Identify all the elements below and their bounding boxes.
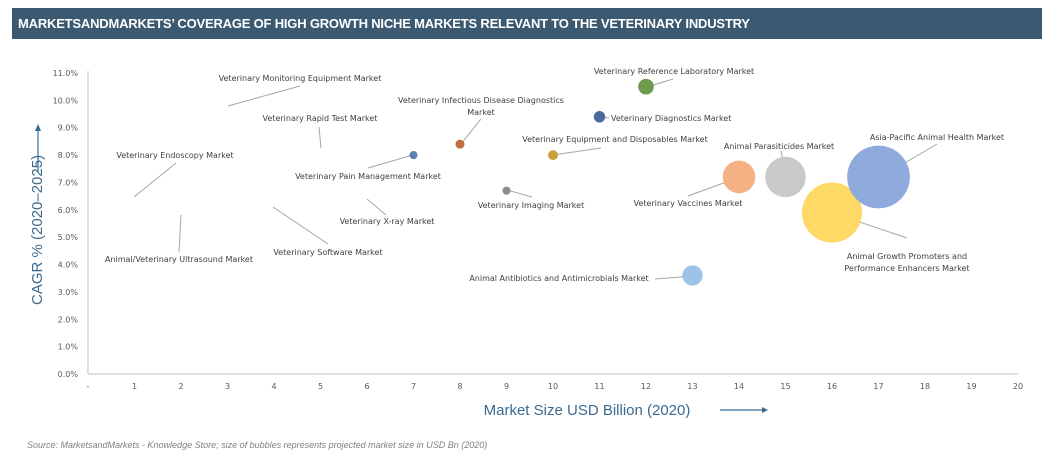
y-tick-label: 3.0% (58, 288, 79, 297)
y-tick-label: 8.0% (58, 151, 79, 160)
x-tick-label: 8 (457, 382, 462, 391)
bubble (638, 78, 654, 95)
x-tick-label: 1 (132, 382, 137, 391)
leader-line (506, 189, 533, 198)
point-label: Veterinary Equipment and Disposables Mar… (522, 135, 707, 144)
x-tick-label: 10 (548, 382, 558, 391)
point-label-line2: Market (467, 108, 495, 117)
y-tick-label: 10.0% (53, 96, 79, 105)
point-label-line2: Performance Enhancers Market (844, 264, 969, 273)
y-axis-arrowhead-icon (35, 124, 41, 131)
y-tick-label: 4.0% (58, 261, 79, 270)
x-tick-label: 15 (780, 382, 790, 391)
bubble (801, 182, 863, 243)
y-tick-label: 9.0% (58, 124, 79, 133)
bubble (593, 111, 606, 123)
leader-line (133, 162, 177, 198)
leader-line (318, 126, 322, 149)
chart-title-bar: MARKETSANDMARKETS’ COVERAGE OF HIGH GROW… (12, 8, 1042, 39)
x-axis-arrowhead-icon (762, 407, 768, 413)
point-label: Veterinary Imaging Market (478, 201, 584, 210)
x-tick-label: 13 (687, 382, 697, 391)
x-tick-label: 2 (178, 382, 183, 391)
leader-line (366, 198, 387, 216)
bubble (765, 156, 806, 198)
x-tick-label: 9 (504, 382, 509, 391)
bubble (502, 186, 511, 195)
x-tick-label: 17 (873, 382, 883, 391)
axes: 0.0% 1.0% 2.0% 3.0% 4.0% 5.0% 6.0% 7.0% 8.0% 9.0%… (53, 69, 1024, 391)
bubble (455, 139, 465, 149)
point-label: Veterinary Reference Laboratory Market (594, 67, 754, 76)
leader-line (178, 214, 182, 253)
y-tick-label: 5.0% (58, 233, 79, 242)
x-tick-label: 5 (318, 382, 323, 391)
point-label: Animal/Veterinary Ultrasound Market (105, 255, 253, 264)
y-tick-label: 7.0% (58, 178, 79, 187)
x-tick-label: 3 (225, 382, 230, 391)
point-label: Veterinary Software Market (273, 248, 382, 257)
x-tick-label: 6 (364, 382, 369, 391)
y-tick-label: 6.0% (58, 206, 79, 215)
bubble (682, 265, 703, 286)
point-label: Veterinary Endoscopy Market (116, 151, 233, 160)
x-tick-label: 12 (641, 382, 651, 391)
x-tick-label: 20 (1013, 382, 1023, 391)
x-tick-label: 18 (920, 382, 930, 391)
point-label: Veterinary Rapid Test Market (263, 114, 378, 123)
leader-line (272, 206, 329, 245)
point-label: Animal Antibiotics and Antimicrobials Ma… (469, 274, 648, 283)
source-note: Source: MarketsandMarkets - Knowledge St… (27, 440, 488, 450)
x-tick-label: 16 (827, 382, 837, 391)
point-label: Veterinary Diagnostics Market (611, 114, 731, 123)
point-label: Animal Growth Promoters and (847, 252, 967, 261)
chart-title: MARKETSANDMARKETS’ COVERAGE OF HIGH GROW… (18, 16, 750, 31)
x-axis-title: Market Size USD Billion (2020) (484, 402, 691, 419)
leader-line (552, 147, 602, 156)
point-label: Asia-Pacific Animal Health Market (870, 133, 1004, 142)
point-label: Veterinary Pain Management Market (295, 172, 441, 181)
point-label: Animal Parasiticides Market (724, 142, 834, 151)
bubbles (409, 78, 910, 286)
bubble (548, 150, 558, 161)
x-tick-label: - (87, 382, 90, 391)
x-tick-label: 14 (734, 382, 744, 391)
point-label: Veterinary X-ray Market (340, 217, 435, 226)
y-tick-label: 11.0% (53, 69, 79, 78)
point-labels: Veterinary Monitoring Equipment Market Ve… (105, 67, 1004, 283)
y-tick-label: 0.0% (58, 370, 79, 379)
x-tick-label: 11 (594, 382, 604, 391)
leader-line (367, 154, 414, 169)
leader-line (460, 118, 482, 145)
leader-lines (133, 78, 938, 280)
point-label: Veterinary Infectious Disease Diagnostic… (398, 96, 564, 105)
point-label: Veterinary Monitoring Equipment Market (219, 74, 382, 83)
bubble (722, 160, 756, 194)
bubble (847, 145, 910, 209)
y-tick-label: 1.0% (58, 343, 79, 352)
bubble (409, 151, 418, 160)
x-tick-label: 19 (966, 382, 976, 391)
y-tick-label: 2.0% (58, 315, 79, 324)
x-tick-label: 7 (411, 382, 416, 391)
point-label: Veterinary Vaccines Market (634, 199, 743, 208)
y-axis-title: CAGR % (2020–2025) (29, 155, 46, 305)
x-tick-label: 4 (271, 382, 276, 391)
leader-line (227, 85, 301, 107)
